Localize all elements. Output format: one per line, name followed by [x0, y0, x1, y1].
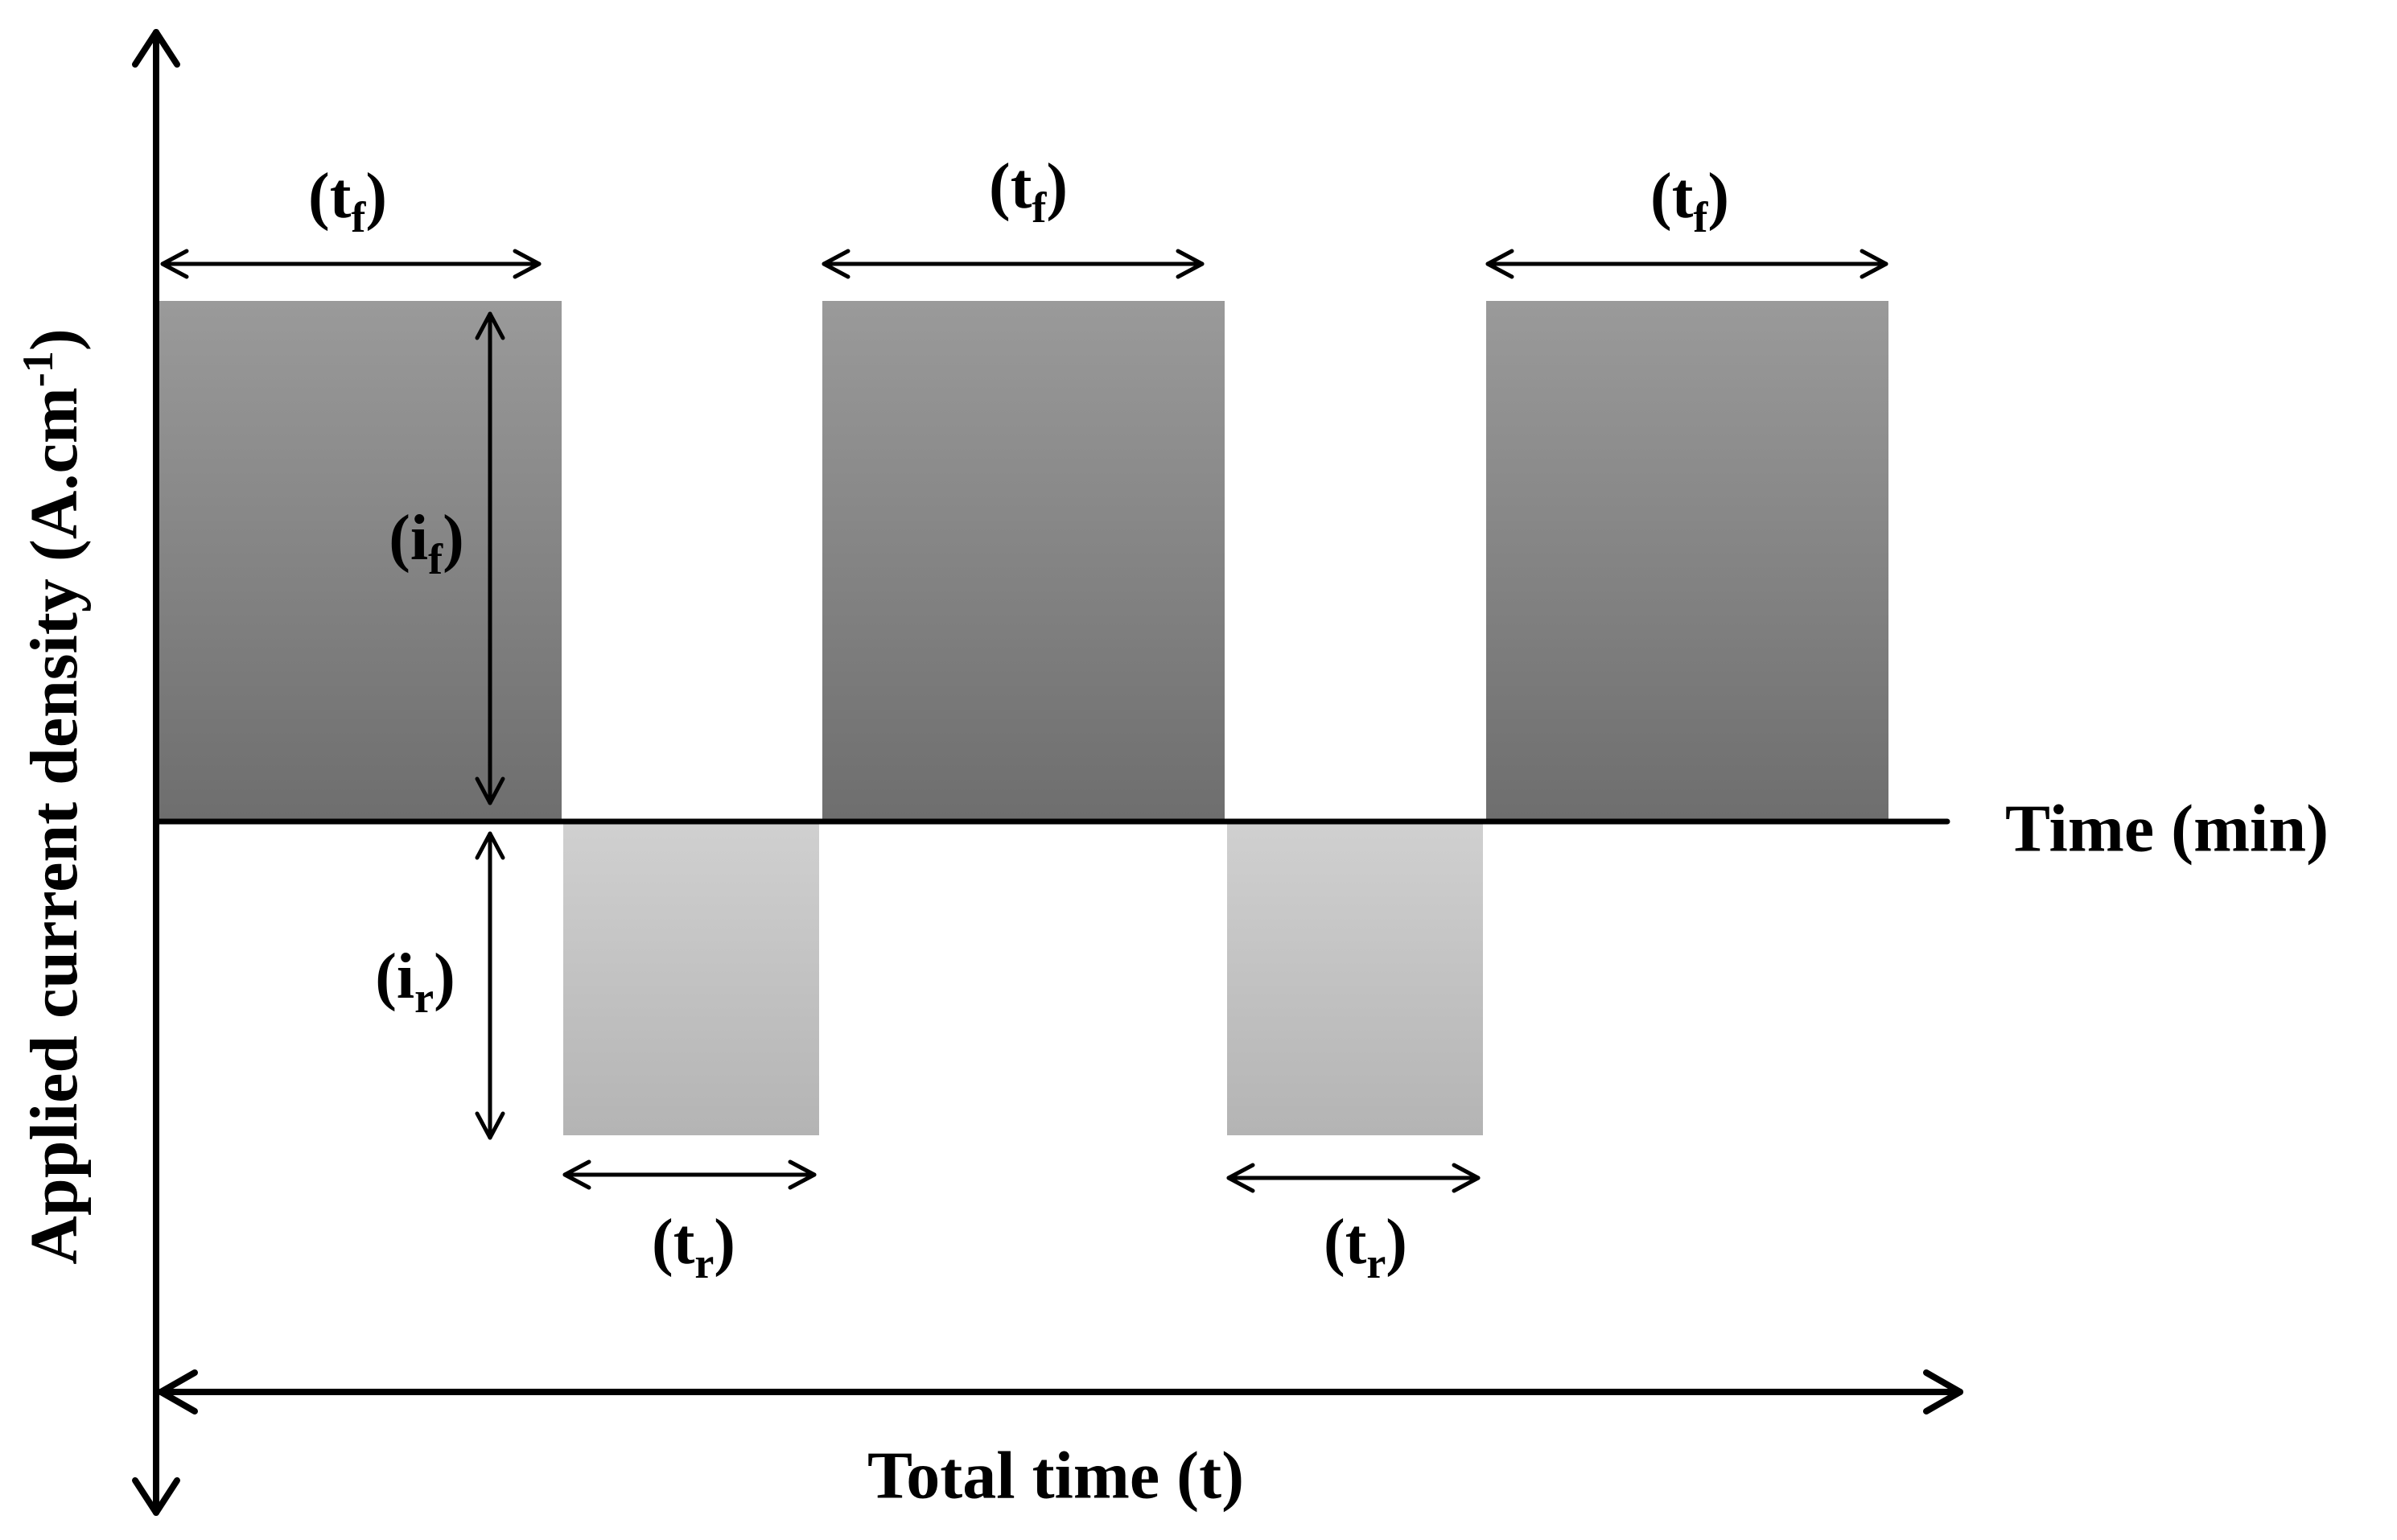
y-axis-label-close: )	[17, 328, 92, 351]
total-time-arrow	[158, 1369, 1963, 1414]
tf-label-1: (tf)	[308, 161, 387, 241]
reverse-pulse-2	[1227, 823, 1483, 1135]
tf-arrow-1	[160, 249, 542, 279]
forward-pulse-2	[822, 301, 1225, 821]
reverse-pulse-1	[563, 823, 819, 1135]
forward-pulse-3	[1486, 301, 1888, 821]
tr-label-1: (tr)	[652, 1207, 735, 1287]
ir-arrow	[475, 831, 505, 1140]
x-axis-label: Time (min)	[2005, 791, 2329, 866]
forward-pulse-1	[159, 301, 562, 821]
tr-label-2: (tr)	[1324, 1207, 1407, 1287]
ir-label: (ir)	[375, 941, 455, 1022]
tf-arrow-3	[1485, 249, 1888, 279]
if-arrow	[475, 311, 505, 805]
y-axis-label-text: Applied current density (A.cm	[17, 387, 92, 1264]
tr-arrow-1	[562, 1159, 817, 1190]
if-label: (if)	[389, 503, 464, 583]
tf-arrow-2	[822, 249, 1205, 279]
y-axis-label: Applied current density (A.cm-1)	[14, 328, 92, 1264]
tf-label-3: (tf)	[1650, 161, 1729, 241]
y-axis	[132, 29, 180, 1516]
total-time-label: Total time (t)	[867, 1438, 1244, 1513]
tr-arrow-2	[1226, 1163, 1481, 1193]
y-axis-label-superscript: -1	[14, 351, 62, 387]
tf-label-2: (tf)	[989, 151, 1068, 232]
